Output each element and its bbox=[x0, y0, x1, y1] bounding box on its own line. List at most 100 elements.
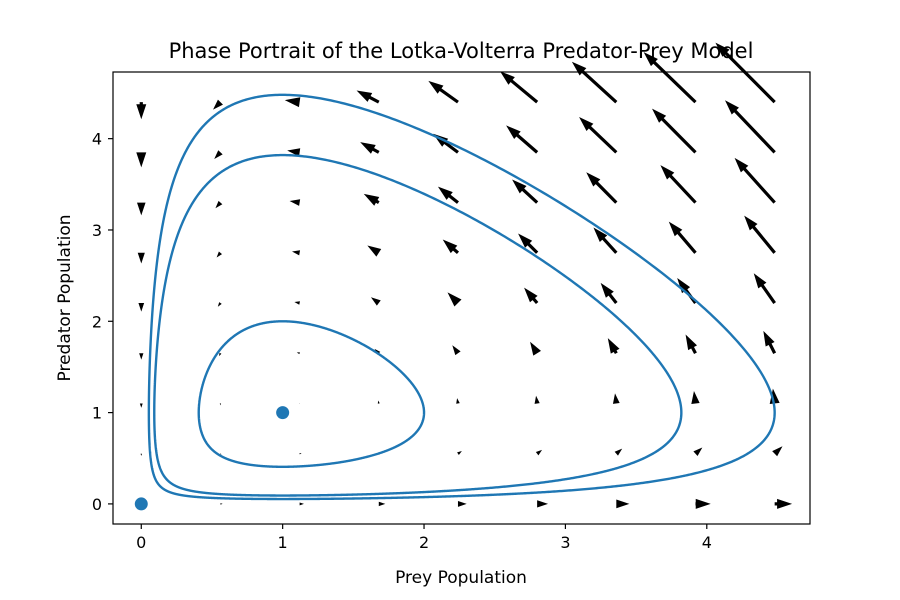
vector-field bbox=[136, 42, 793, 509]
vector-arrow bbox=[753, 273, 776, 304]
equilibrium-point bbox=[134, 497, 148, 511]
vector-arrow bbox=[433, 133, 459, 154]
vector-arrow bbox=[579, 117, 618, 154]
vector-arrow bbox=[593, 227, 618, 254]
vector-arrow bbox=[137, 252, 145, 264]
vector-arrow bbox=[139, 403, 143, 408]
vector-arrow bbox=[140, 453, 142, 456]
vector-arrow bbox=[500, 71, 539, 104]
vector-arrow bbox=[138, 303, 145, 312]
vector-arrow bbox=[685, 334, 698, 354]
y-tick-label: 2 bbox=[92, 312, 102, 331]
vector-arrow bbox=[457, 451, 462, 455]
trajectories bbox=[147, 93, 776, 501]
vector-arrow bbox=[660, 165, 697, 204]
vector-arrow bbox=[136, 102, 147, 120]
vector-arrow bbox=[537, 500, 549, 508]
y-axis: 0 1 2 3 4 bbox=[92, 130, 113, 514]
y-axis-label: Predator Population bbox=[55, 214, 75, 381]
vector-arrow bbox=[137, 202, 146, 216]
vector-arrow bbox=[774, 498, 793, 509]
vector-arrow bbox=[219, 403, 222, 406]
vector-arrow bbox=[214, 150, 223, 159]
vector-arrow bbox=[139, 353, 144, 360]
vector-arrow bbox=[691, 390, 700, 404]
vector-arrow bbox=[377, 400, 380, 404]
vector-arrow bbox=[612, 393, 620, 404]
vector-arrow bbox=[213, 99, 223, 110]
vector-arrow bbox=[725, 100, 776, 154]
vector-arrow bbox=[643, 52, 697, 104]
vector-arrow bbox=[452, 345, 461, 356]
vector-arrow bbox=[772, 446, 783, 457]
vector-arrow bbox=[360, 142, 380, 154]
vector-arrow bbox=[356, 90, 380, 104]
plot-frame bbox=[112, 71, 811, 525]
x-tick-label: 4 bbox=[702, 533, 712, 552]
vector-arrow bbox=[299, 453, 302, 455]
y-tick-label: 3 bbox=[92, 221, 102, 240]
vector-arrow bbox=[363, 193, 380, 206]
vector-arrow bbox=[284, 97, 301, 108]
vector-arrow bbox=[219, 352, 222, 357]
vector-arrow bbox=[220, 453, 222, 455]
x-tick-label: 0 bbox=[136, 533, 146, 552]
equilibrium-points bbox=[134, 406, 290, 511]
vector-arrow bbox=[217, 302, 222, 307]
chart-title: Phase Portrait of the Lotka-Volterra Pre… bbox=[169, 39, 754, 63]
vector-arrow bbox=[215, 200, 223, 209]
vector-arrow bbox=[299, 402, 300, 404]
vector-arrow bbox=[291, 250, 301, 256]
vector-arrow bbox=[524, 287, 539, 305]
vector-arrow bbox=[287, 148, 301, 157]
vector-arrow bbox=[616, 499, 630, 509]
vector-arrow bbox=[715, 42, 776, 104]
vector-arrow bbox=[734, 157, 776, 204]
vector-arrow bbox=[518, 233, 539, 254]
vector-arrow bbox=[744, 215, 776, 254]
x-tick-label: 1 bbox=[278, 533, 288, 552]
vector-arrow bbox=[370, 297, 381, 306]
x-axis: 0 1 2 3 4 bbox=[136, 524, 712, 552]
vector-arrow bbox=[294, 301, 300, 305]
vector-arrow bbox=[378, 501, 386, 507]
vector-arrow bbox=[586, 172, 618, 204]
x-axis-label: Prey Population bbox=[395, 568, 527, 588]
vector-arrow bbox=[512, 179, 539, 204]
vector-arrow bbox=[437, 186, 459, 204]
vector-arrow bbox=[652, 108, 697, 154]
vector-arrow bbox=[299, 502, 304, 506]
vector-arrow bbox=[456, 398, 460, 404]
vector-arrow bbox=[600, 282, 618, 305]
vector-arrow bbox=[367, 245, 382, 257]
equilibrium-point bbox=[276, 406, 290, 420]
vector-arrow bbox=[614, 448, 623, 456]
plot-area bbox=[134, 42, 793, 511]
vector-arrow bbox=[216, 251, 223, 258]
y-tick-label: 4 bbox=[92, 130, 102, 149]
vector-arrow bbox=[506, 125, 539, 154]
vector-arrow bbox=[607, 338, 620, 355]
vector-arrow bbox=[571, 61, 618, 104]
vector-arrow bbox=[220, 503, 223, 505]
y-tick-label: 0 bbox=[92, 495, 102, 514]
x-tick-label: 2 bbox=[419, 533, 429, 552]
vector-arrow bbox=[530, 341, 541, 356]
trajectory-line bbox=[197, 320, 426, 468]
trajectory-line bbox=[147, 93, 776, 501]
vector-arrow bbox=[534, 395, 540, 404]
trajectory-line bbox=[153, 153, 683, 497]
vector-arrow bbox=[428, 80, 459, 104]
vector-arrow bbox=[693, 447, 703, 456]
vector-arrow bbox=[289, 199, 301, 206]
vector-arrow bbox=[763, 330, 777, 354]
vector-arrow bbox=[535, 449, 543, 456]
x-tick-label: 3 bbox=[560, 533, 570, 552]
vector-arrow bbox=[442, 239, 460, 255]
y-tick-label: 1 bbox=[92, 404, 102, 423]
vector-arrow bbox=[447, 292, 462, 307]
vector-arrow bbox=[668, 221, 697, 254]
vector-arrow bbox=[296, 352, 300, 355]
vector-arrow bbox=[136, 152, 147, 168]
